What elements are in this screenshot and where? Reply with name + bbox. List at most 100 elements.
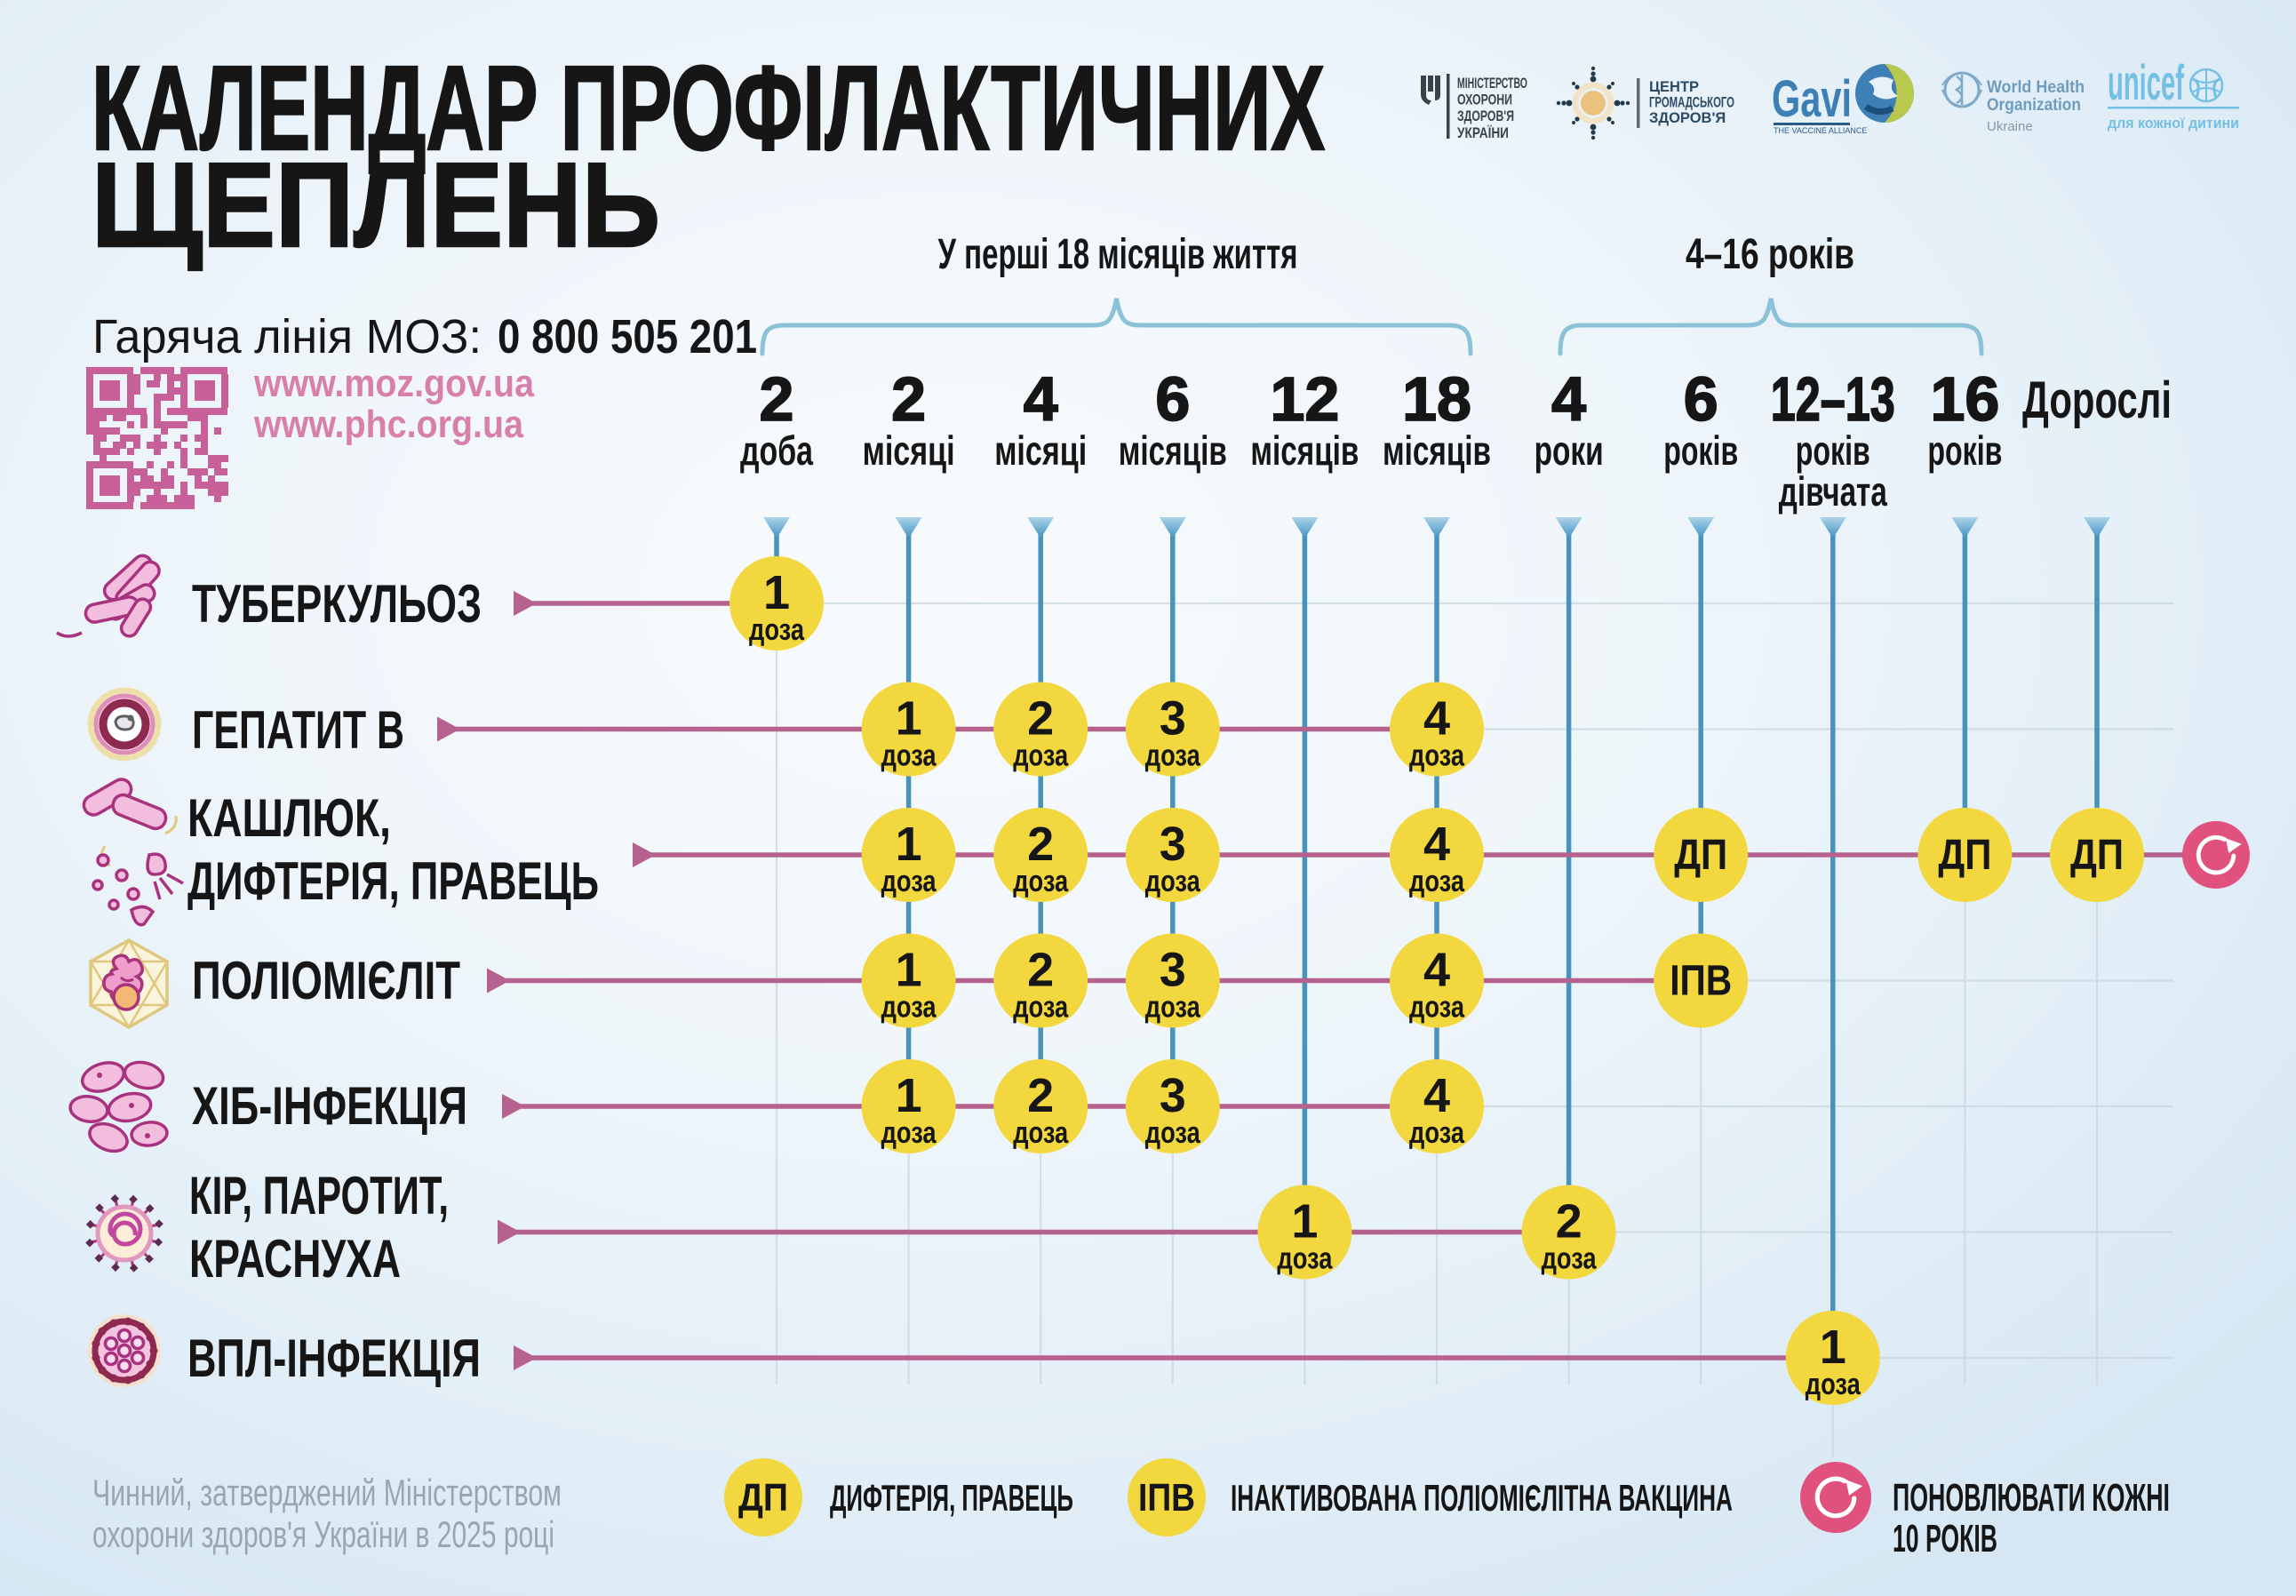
svg-text:дівчата: дівчата	[1779, 468, 1887, 515]
svg-text:ДИФТЕРІЯ, ПРАВЕЦЬ: ДИФТЕРІЯ, ПРАВЕЦЬ	[187, 851, 599, 911]
svg-text:4: 4	[1423, 818, 1450, 871]
svg-text:ІПВ: ІПВ	[1670, 958, 1732, 1005]
svg-text:12–13: 12–13	[1771, 364, 1895, 434]
svg-text:місяці: місяці	[863, 427, 955, 474]
svg-text:доза: доза	[881, 991, 937, 1025]
svg-text:4: 4	[1423, 944, 1450, 997]
svg-text:років: років	[1796, 427, 1870, 474]
svg-text:роки: роки	[1535, 427, 1604, 474]
svg-text:років: років	[1927, 427, 2002, 474]
svg-text:Чинний, затверджений Міністерс: Чинний, затверджений Міністерством	[92, 1472, 562, 1513]
svg-text:Ukraine: Ukraine	[1987, 119, 2033, 134]
svg-text:доза: доза	[1542, 1242, 1598, 1276]
svg-text:КАЛЕНДАР ПРОФІЛАКТИЧНИХ: КАЛЕНДАР ПРОФІЛАКТИЧНИХ	[92, 41, 1325, 175]
svg-text:років: років	[1663, 427, 1738, 474]
svg-text:доза: доза	[1806, 1368, 1862, 1401]
svg-text:ДП: ДП	[2070, 832, 2124, 879]
svg-text:ОХОРОНИ: ОХОРОНИ	[1457, 92, 1512, 108]
svg-text:Дорослі: Дорослі	[2022, 371, 2172, 429]
svg-text:доза: доза	[1013, 1116, 1069, 1150]
svg-text:доза: доза	[1145, 991, 1201, 1025]
svg-text:У перші 18 місяців життя: У перші 18 місяців життя	[938, 231, 1298, 278]
svg-text:3: 3	[1160, 1069, 1186, 1122]
svg-text:18: 18	[1402, 364, 1471, 434]
svg-text:3: 3	[1160, 944, 1186, 997]
svg-text:для кожної дитини: для кожної дитини	[2108, 115, 2239, 132]
svg-text:World Health: World Health	[1987, 78, 2085, 97]
svg-text:4: 4	[1551, 364, 1586, 434]
svg-text:УКРАЇНИ: УКРАЇНИ	[1457, 124, 1509, 141]
svg-text:4: 4	[1024, 364, 1058, 434]
svg-text:2: 2	[891, 364, 926, 434]
svg-text:10 РОКІВ: 10 РОКІВ	[1893, 1517, 1997, 1560]
svg-text:3: 3	[1160, 818, 1186, 871]
svg-text:1: 1	[1291, 1195, 1318, 1249]
svg-text:ТУБЕРКУЛЬОЗ: ТУБЕРКУЛЬОЗ	[192, 574, 482, 634]
svg-text:ДИФТЕРІЯ, ПРАВЕЦЬ: ДИФТЕРІЯ, ПРАВЕЦЬ	[830, 1477, 1073, 1519]
svg-text:1: 1	[896, 1069, 922, 1122]
svg-text:4: 4	[1423, 1069, 1450, 1122]
svg-text:доза: доза	[881, 1116, 937, 1150]
svg-text:місяців: місяців	[1250, 427, 1359, 474]
svg-text:доза: доза	[1409, 991, 1465, 1025]
svg-text:доза: доза	[881, 739, 937, 773]
svg-text:КАШЛЮК,: КАШЛЮК,	[187, 788, 391, 848]
svg-text:місяців: місяців	[1383, 427, 1491, 474]
svg-text:ВПЛ-ІНФЕКЦІЯ: ВПЛ-ІНФЕКЦІЯ	[187, 1329, 481, 1388]
svg-text:4: 4	[1423, 692, 1450, 746]
svg-text:доза: доза	[881, 865, 937, 898]
svg-text:ЦЕНТР: ЦЕНТР	[1649, 79, 1699, 95]
svg-text:ПОЛІОМІЄЛІТ: ПОЛІОМІЄЛІТ	[192, 951, 460, 1010]
svg-text:охорони здоров'я України в 202: охорони здоров'я України в 2025 році	[92, 1513, 554, 1555]
svg-text:доза: доза	[1013, 991, 1069, 1025]
svg-text:доза: доза	[1145, 739, 1201, 773]
svg-text:unicef: unicef	[2108, 54, 2184, 110]
svg-text:доза: доза	[1013, 865, 1069, 898]
svg-text:0 800 505 201: 0 800 505 201	[498, 310, 757, 363]
svg-text:16: 16	[1930, 364, 1999, 434]
svg-text:доза: доза	[1277, 1242, 1333, 1276]
svg-text:2: 2	[1027, 1069, 1054, 1122]
svg-text:2: 2	[760, 364, 794, 434]
svg-text:доба: доба	[740, 427, 813, 474]
svg-text:2: 2	[1027, 818, 1054, 871]
svg-text:ДП: ДП	[1938, 832, 1991, 879]
svg-text:2: 2	[1027, 944, 1054, 997]
svg-text:4–16 років: 4–16 років	[1686, 231, 1854, 278]
svg-text:www.phc.org.ua: www.phc.org.ua	[253, 403, 523, 446]
svg-text:доза: доза	[1013, 739, 1069, 773]
svg-text:ЗДОРОВ'Я: ЗДОРОВ'Я	[1457, 108, 1514, 124]
svg-text:www.moz.gov.ua: www.moz.gov.ua	[253, 362, 534, 405]
svg-text:доза: доза	[1409, 865, 1465, 898]
svg-text:доза: доза	[1409, 1116, 1465, 1150]
svg-text:THE VACCINE ALLIANCE: THE VACCINE ALLIANCE	[1774, 126, 1867, 135]
svg-text:Gavi: Gavi	[1772, 70, 1852, 128]
svg-text:МІНІСТЕРСТВО: МІНІСТЕРСТВО	[1457, 75, 1527, 92]
svg-text:3: 3	[1160, 692, 1186, 746]
svg-text:Organization: Organization	[1987, 96, 2081, 115]
svg-text:ЩЕПЛЕНЬ: ЩЕПЛЕНЬ	[92, 138, 660, 272]
svg-text:2: 2	[1027, 692, 1054, 746]
svg-text:1: 1	[1820, 1321, 1846, 1374]
svg-text:доза: доза	[1145, 865, 1201, 898]
svg-text:1: 1	[896, 944, 922, 997]
svg-text:доза: доза	[749, 613, 805, 647]
svg-text:1: 1	[896, 692, 922, 746]
svg-text:місяців: місяців	[1119, 427, 1227, 474]
svg-text:ІНАКТИВОВАНА ПОЛІОМІЄЛІТНА ВАК: ІНАКТИВОВАНА ПОЛІОМІЄЛІТНА ВАКЦИНА	[1231, 1477, 1733, 1519]
svg-text:6: 6	[1684, 364, 1718, 434]
svg-text:2: 2	[1556, 1195, 1582, 1249]
svg-text:ГЕПАТИТ В: ГЕПАТИТ В	[192, 700, 404, 760]
svg-text:ХІБ-ІНФЕКЦІЯ: ХІБ-ІНФЕКЦІЯ	[192, 1076, 467, 1136]
svg-text:доза: доза	[1145, 1116, 1201, 1150]
svg-text:ГРОМАДСЬКОГО: ГРОМАДСЬКОГО	[1649, 95, 1734, 111]
svg-text:6: 6	[1155, 364, 1190, 434]
svg-text:ІПВ: ІПВ	[1138, 1476, 1195, 1520]
svg-text:ЗДОРОВ'Я: ЗДОРОВ'Я	[1649, 110, 1726, 126]
svg-text:доза: доза	[1409, 739, 1465, 773]
svg-text:Гаряча лінія МОЗ:: Гаряча лінія МОЗ:	[92, 310, 482, 363]
svg-text:ПОНОВЛЮВАТИ КОЖНІ: ПОНОВЛЮВАТИ КОЖНІ	[1893, 1476, 2170, 1520]
svg-text:1: 1	[896, 818, 922, 871]
svg-text:КРАСНУХА: КРАСНУХА	[189, 1229, 401, 1289]
svg-text:місяці: місяці	[994, 427, 1087, 474]
